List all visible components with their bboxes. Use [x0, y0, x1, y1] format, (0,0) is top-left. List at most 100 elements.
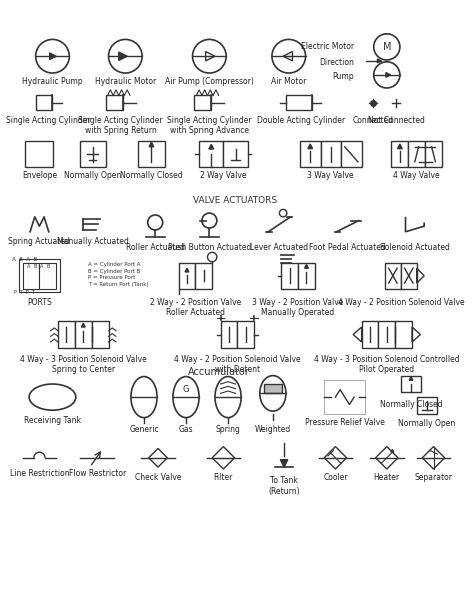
Ellipse shape — [131, 377, 157, 418]
Bar — [26, 141, 54, 167]
Text: B: B — [34, 264, 37, 269]
Text: Cooler: Cooler — [323, 473, 348, 482]
Bar — [362, 322, 378, 347]
Text: M: M — [383, 42, 391, 52]
Text: Check Valve: Check Valve — [135, 473, 181, 482]
Polygon shape — [149, 142, 154, 147]
Polygon shape — [398, 144, 402, 149]
Bar — [264, 384, 282, 394]
Bar — [138, 141, 164, 167]
Text: Pump: Pump — [332, 72, 354, 81]
Polygon shape — [209, 144, 214, 149]
Bar — [223, 141, 247, 167]
Text: PORTS: PORTS — [27, 298, 52, 307]
Text: Manually Actuated: Manually Actuated — [57, 237, 128, 246]
Bar — [324, 380, 365, 414]
Bar — [19, 259, 60, 292]
Text: P = Pressure Port: P = Pressure Port — [88, 275, 135, 280]
Bar — [36, 95, 53, 110]
Bar — [408, 141, 425, 167]
Text: Accumulator: Accumulator — [188, 367, 250, 377]
Polygon shape — [375, 447, 398, 469]
Ellipse shape — [29, 384, 76, 410]
Text: Electric Motor: Electric Motor — [301, 42, 354, 52]
Bar — [194, 95, 211, 110]
Text: VALVE ACTUATORS: VALVE ACTUATORS — [192, 196, 277, 205]
Text: Normally Closed: Normally Closed — [380, 400, 442, 409]
Ellipse shape — [260, 376, 286, 411]
Text: Roller Actuated: Roller Actuated — [126, 243, 185, 252]
Text: Air Motor: Air Motor — [271, 77, 306, 86]
Text: Pressure Relief Valve: Pressure Relief Valve — [305, 418, 385, 426]
Bar — [392, 141, 408, 167]
Text: A  B  A  B: A B A B — [12, 257, 37, 262]
Text: Filter: Filter — [214, 473, 233, 482]
Bar — [199, 141, 223, 167]
Polygon shape — [119, 52, 127, 60]
Bar — [281, 262, 298, 289]
Bar — [80, 141, 106, 167]
Text: Line Restriction: Line Restriction — [9, 469, 69, 478]
Text: Hydraulic Pump: Hydraulic Pump — [22, 77, 83, 86]
Text: 4 Way Valve: 4 Way Valve — [393, 171, 440, 180]
Text: Weighted: Weighted — [255, 425, 291, 434]
Text: Push Button Actuated: Push Button Actuated — [168, 243, 251, 252]
Text: Solenoid Actuated: Solenoid Actuated — [380, 243, 450, 252]
Text: Spring Actuated: Spring Actuated — [9, 237, 70, 246]
Polygon shape — [386, 72, 391, 77]
Polygon shape — [280, 459, 288, 467]
Polygon shape — [206, 52, 215, 61]
Text: Single Acting Cylinder: Single Acting Cylinder — [7, 116, 91, 125]
Bar — [75, 322, 91, 347]
Polygon shape — [391, 449, 394, 452]
Text: Gas: Gas — [179, 425, 193, 434]
Text: A: A — [27, 264, 31, 269]
Bar — [298, 262, 315, 289]
Bar — [195, 262, 212, 289]
Text: Hydraulic Motor: Hydraulic Motor — [95, 77, 156, 86]
Text: Flow Restrictor: Flow Restrictor — [69, 469, 126, 478]
Text: Air Pump (Compressor): Air Pump (Compressor) — [165, 77, 254, 86]
Text: Connected: Connected — [352, 116, 393, 125]
Text: Not Connected: Not Connected — [368, 116, 425, 125]
Text: Direction: Direction — [319, 58, 354, 67]
Polygon shape — [82, 323, 85, 327]
Polygon shape — [422, 447, 445, 469]
Bar — [179, 262, 195, 289]
Bar — [425, 141, 442, 167]
Polygon shape — [283, 52, 292, 61]
Text: B: B — [47, 264, 50, 269]
Bar — [39, 262, 56, 289]
Text: Separator: Separator — [414, 473, 453, 482]
Text: Spring: Spring — [216, 425, 240, 434]
Bar — [320, 141, 341, 167]
Ellipse shape — [173, 377, 199, 418]
Text: A = Cylinder Port A: A = Cylinder Port A — [88, 262, 140, 267]
Text: Heater: Heater — [374, 473, 400, 482]
Text: 2 Way - 2 Position Valve
Roller Actuated: 2 Way - 2 Position Valve Roller Actuated — [150, 298, 241, 317]
Bar — [91, 322, 109, 347]
Text: To Tank
(Return): To Tank (Return) — [268, 476, 300, 496]
Text: 4 Way - 3 Position Solenoid Valve
Spring to Center: 4 Way - 3 Position Solenoid Valve Spring… — [20, 355, 146, 374]
Text: 4 Way - 3 Position Solenoid Controlled
Pilot Operated: 4 Way - 3 Position Solenoid Controlled P… — [314, 355, 460, 374]
Bar — [106, 95, 122, 110]
Polygon shape — [305, 265, 309, 268]
Bar — [395, 322, 412, 347]
Text: 3 Way Valve: 3 Way Valve — [308, 171, 354, 180]
Text: G: G — [183, 385, 189, 394]
Text: A: A — [40, 264, 44, 269]
Text: Single Acting Cylinder
with Spring Advance: Single Acting Cylinder with Spring Advan… — [167, 116, 252, 135]
Bar — [286, 95, 312, 110]
Text: Lever Actuated: Lever Actuated — [250, 243, 309, 252]
Text: P  T  P  T: P T P T — [14, 291, 35, 295]
Text: 4 Way - 2 Position Solenoid Valve
with Detent: 4 Way - 2 Position Solenoid Valve with D… — [174, 355, 301, 374]
Polygon shape — [409, 377, 413, 380]
Polygon shape — [377, 59, 381, 63]
Bar — [417, 397, 437, 414]
Bar — [385, 262, 401, 289]
Polygon shape — [324, 447, 346, 469]
Text: Normally Open: Normally Open — [64, 171, 121, 180]
Text: 4 Way - 2 Position Solenoid Valve: 4 Way - 2 Position Solenoid Valve — [337, 298, 464, 307]
Polygon shape — [308, 144, 312, 149]
Bar — [378, 322, 395, 347]
